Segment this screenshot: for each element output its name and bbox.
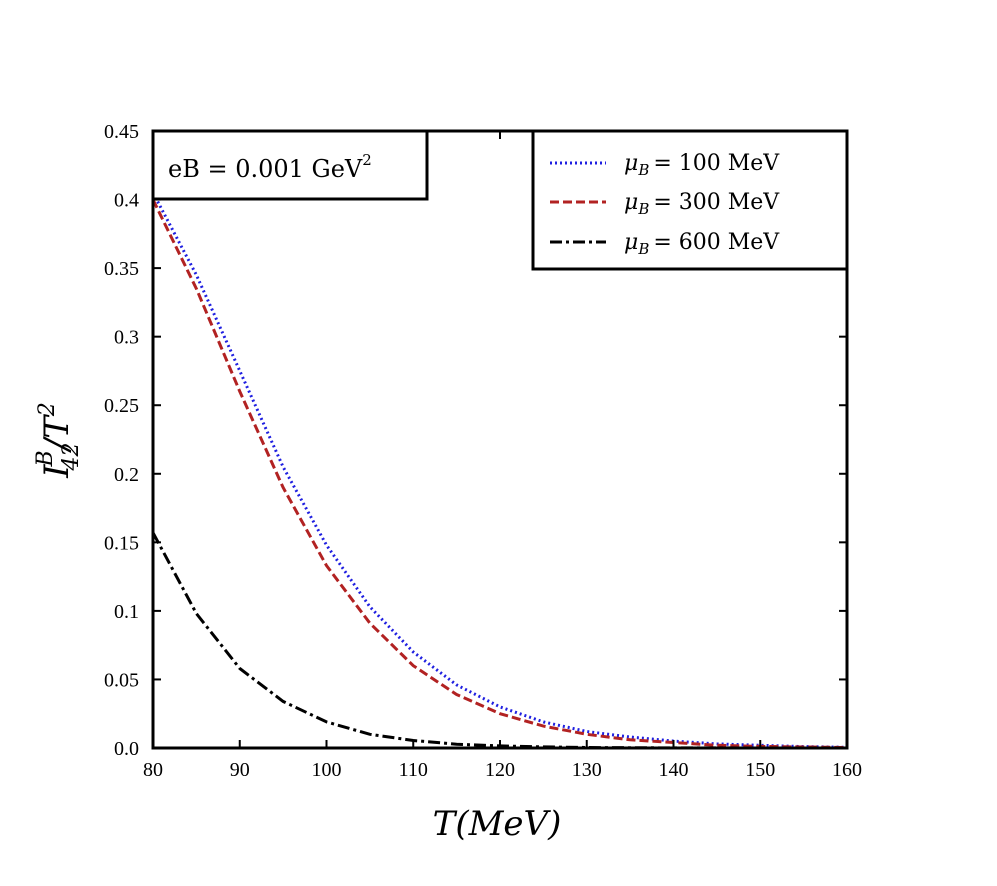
annotation-superscript: 2 bbox=[362, 151, 372, 169]
legend-entry-300: μB = 300 MeV bbox=[550, 190, 780, 218]
svg-text:eB = 0.001 GeV2: eB = 0.001 GeV2 bbox=[168, 151, 372, 183]
x-tick-label: 90 bbox=[230, 759, 250, 781]
x-tick-label: 130 bbox=[572, 759, 602, 781]
y-tick-label: 0.4 bbox=[114, 190, 139, 212]
y-tick-label: 0.45 bbox=[104, 121, 139, 143]
y-tick-label: 0.35 bbox=[104, 258, 139, 280]
annotation-text: eB = 0.001 GeV bbox=[168, 155, 363, 183]
x-tick-label: 100 bbox=[312, 759, 342, 781]
x-tick-label: 110 bbox=[399, 759, 428, 781]
legend: μB = 100 MeV μB = 300 MeV μB = 600 MeV bbox=[531, 129, 849, 271]
x-tick-label: 150 bbox=[745, 759, 775, 781]
legend-entry-600: μB = 600 MeV bbox=[550, 230, 780, 258]
y-tick-label: 0.05 bbox=[104, 669, 139, 691]
y-tick-label: 0.2 bbox=[114, 464, 139, 486]
y-tick-label: 0.15 bbox=[104, 532, 139, 554]
y-tick-label: 0.25 bbox=[104, 395, 139, 417]
svg-text:μB= 300 MeV: μB = 300 MeV bbox=[624, 190, 780, 218]
legend-entry-100: μB = 100 MeV bbox=[550, 151, 780, 179]
ticks-layer: 80 90 100 110 120 130 140 150 160 0.0 0.05 0.1 0.15 0… bbox=[104, 121, 862, 781]
annotation-box: eB = 0.001 GeV2 bbox=[151, 129, 429, 201]
svg-text:I42B/T2: I42B/T2 bbox=[33, 402, 84, 479]
svg-text:μB= 600 MeV: μB = 600 MeV bbox=[624, 230, 780, 258]
plot-frame bbox=[151, 129, 849, 750]
y-tick-label: 0.3 bbox=[114, 327, 139, 349]
svg-text:μB= 100 MeV: μB = 100 MeV bbox=[624, 151, 780, 179]
x-tick-label: 140 bbox=[659, 759, 689, 781]
series-line-1 bbox=[151, 198, 848, 749]
y-tick-label: 0.1 bbox=[114, 601, 139, 623]
y-axis-title: I42B/T2 bbox=[33, 402, 84, 479]
y-tick-label: 0.0 bbox=[114, 738, 139, 760]
x-tick-label: 80 bbox=[143, 759, 163, 781]
x-tick-label: 160 bbox=[832, 759, 862, 781]
x-axis-title: T(MeV) bbox=[433, 804, 562, 844]
x-tick-label: 120 bbox=[485, 759, 515, 781]
